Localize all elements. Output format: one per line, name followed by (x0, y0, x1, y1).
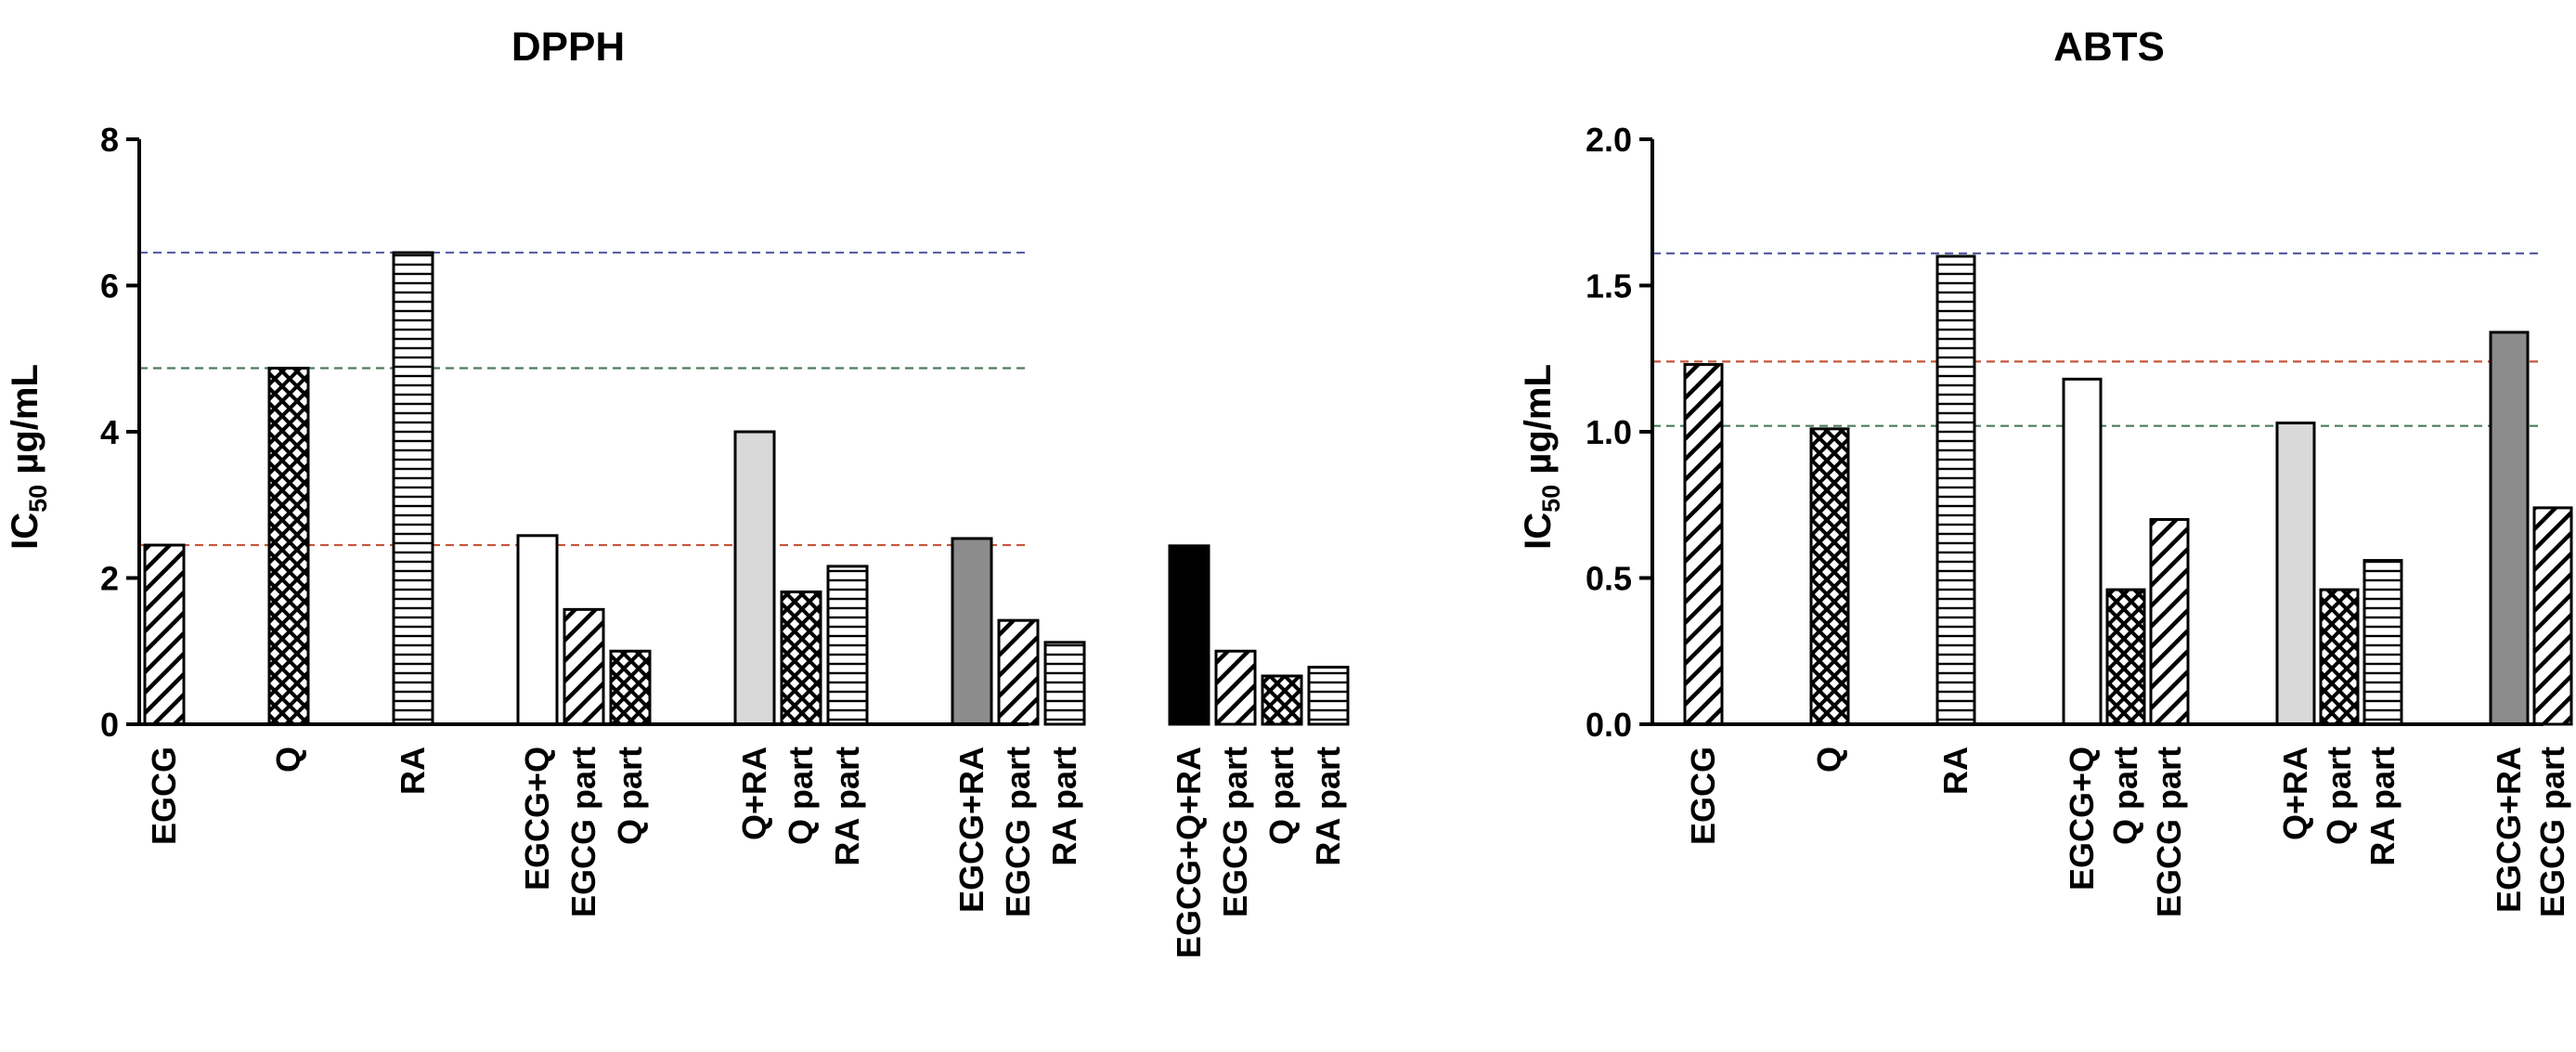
category-label: EGCG+Q (2063, 747, 2101, 890)
category-label: RA part (1309, 747, 1347, 866)
bar (1261, 674, 1303, 726)
y-axis-label-main: IC (1518, 513, 1559, 550)
bar (2062, 377, 2103, 726)
category-label: EGCG part (2150, 747, 2188, 917)
bar (1935, 254, 1976, 726)
bar (516, 534, 559, 726)
chart-dpph: DPPH IC50 µg/mL EGCG Q RA EGCG+Q EGCG part Q … (5, 24, 1350, 958)
category-label: EGCG part (2533, 747, 2571, 917)
bar (1043, 641, 1086, 726)
category-label: Q part (2320, 747, 2358, 845)
category-label: Q part (782, 747, 820, 845)
y-axis-label: IC50 µg/mL (5, 364, 52, 550)
chart-title: DPPH (511, 24, 625, 70)
bar (997, 618, 1040, 726)
y-tick-label: 1.0 (1586, 413, 1632, 451)
bar (2489, 331, 2530, 726)
y-axis-label: IC50 µg/mL (1518, 364, 1565, 550)
bar (826, 565, 869, 726)
y-tick-label: 2.0 (1586, 121, 1632, 159)
category-label: Q part (2106, 747, 2144, 845)
svg-text:IC50 µg/mL: IC50 µg/mL (1518, 364, 1565, 550)
bar (2149, 518, 2190, 726)
category-label: EGCG+RA (952, 747, 990, 913)
y-tick-label: 0.0 (1586, 706, 1632, 744)
category-label: RA part (828, 747, 866, 866)
svg-text:IC50 µg/mL: IC50 µg/mL (5, 364, 52, 550)
y-tick-label: 0.5 (1586, 560, 1632, 598)
y-axis-label-unit: µg/mL (1518, 364, 1559, 485)
bar (563, 607, 605, 726)
bar (2105, 588, 2146, 726)
bar (780, 590, 822, 726)
category-label: EGCG (145, 747, 183, 845)
category-label: RA (394, 747, 432, 795)
bar (2275, 422, 2316, 726)
bar (267, 366, 310, 726)
category-label: RA part (2363, 747, 2401, 866)
category-label: Q+RA (2276, 747, 2314, 840)
category-label: RA (1936, 747, 1974, 795)
y-tick-label: 8 (100, 121, 119, 159)
bar (2319, 588, 2360, 726)
category-label: EGCG (1684, 747, 1722, 845)
y-tick-label: 4 (100, 413, 119, 451)
category-label: EGCG+Q+RA (1170, 747, 1208, 958)
bar (392, 251, 434, 726)
bar (1683, 363, 1724, 726)
category-label: Q part (1262, 747, 1301, 845)
bar (609, 649, 652, 726)
plot-area: EGCG Q RA EGCG+Q Q part EGCG part Q+RA Q part RA… (1586, 121, 2573, 917)
bar (1307, 666, 1350, 726)
chart-abts: ABTS IC50 µg/mL EGCG Q RA EGCG+Q Q part EGCG … (1518, 24, 2573, 917)
y-axis-label-sub: 50 (24, 485, 52, 513)
bar (2532, 506, 2573, 726)
category-label: Q (269, 747, 307, 773)
category-label: EGCG part (1216, 747, 1254, 917)
y-tick-label: 2 (100, 560, 119, 598)
category-label: Q (1810, 747, 1848, 773)
plot-area: EGCG Q RA EGCG+Q EGCG part Q part Q+RA Q part RA… (100, 121, 1350, 958)
bar (733, 430, 776, 726)
bar (951, 537, 993, 726)
bar (1214, 649, 1257, 726)
y-axis-label-main: IC (5, 513, 45, 550)
y-tick-label: 0 (100, 706, 119, 744)
y-axis-label-unit: µg/mL (5, 364, 45, 485)
chart-title: ABTS (2053, 24, 2165, 70)
bar (2362, 559, 2403, 726)
bar (1809, 427, 1850, 726)
bar (143, 543, 186, 726)
category-label: EGCG part (999, 747, 1037, 917)
bar (1168, 544, 1210, 726)
y-tick-label: 1.5 (1586, 267, 1632, 305)
category-label: Q+RA (735, 747, 773, 840)
y-axis-label-sub: 50 (1537, 485, 1565, 513)
category-label: RA part (1045, 747, 1083, 866)
y-tick-label: 6 (100, 267, 119, 305)
category-label: EGCG+Q (518, 747, 556, 890)
category-label: EGCG part (564, 747, 602, 917)
category-label: EGCG+RA (2490, 747, 2528, 913)
category-label: Q part (611, 747, 649, 845)
